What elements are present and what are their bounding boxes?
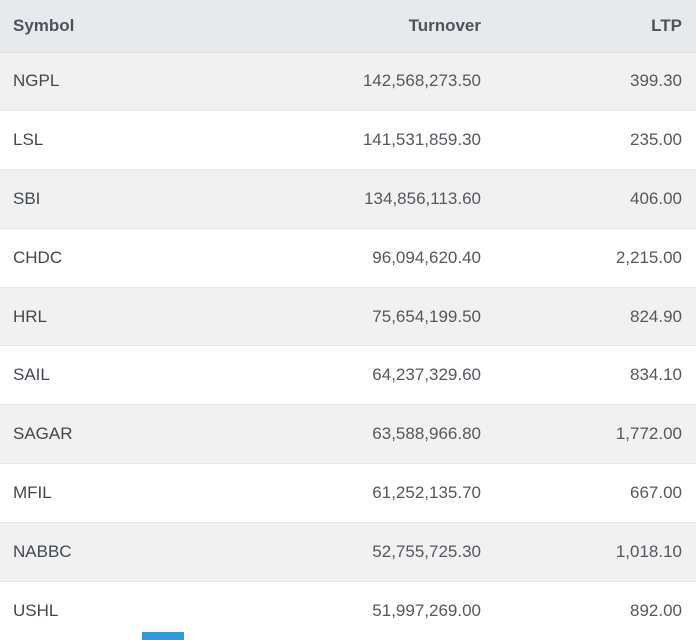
turnover-cell: 142,568,273.50 <box>226 52 495 111</box>
turnover-cell: 134,856,113.60 <box>226 169 495 229</box>
table-row: USHL 51,997,269.00 892.00 <box>0 580 696 640</box>
turnover-cell: 63,588,966.80 <box>226 404 495 464</box>
symbol-cell: LSL <box>0 110 226 170</box>
table-header-row: Symbol Turnover LTP <box>0 0 696 53</box>
ltp-cell: 235.00 <box>495 110 696 170</box>
symbol-cell: NABBC <box>0 521 226 582</box>
symbol-cell: SAIL <box>0 345 226 405</box>
symbol-cell: SAGAR <box>0 404 226 464</box>
symbol-cell: HRL <box>0 286 226 346</box>
symbol-cell: CHDC <box>0 227 226 288</box>
symbol-cell: NGPL <box>0 52 226 111</box>
table-row: NABBC 52,755,725.30 1,018.10 <box>0 521 696 582</box>
table-row: CHDC 96,094,620.40 2,215.00 <box>0 227 696 288</box>
symbol-cell: USHL <box>0 580 226 640</box>
table-row: SAGAR 63,588,966.80 1,772.00 <box>0 404 696 464</box>
turnover-cell: 51,997,269.00 <box>226 580 495 640</box>
table-body: NGPL 142,568,273.50 399.30 LSL 141,531,859.3… <box>0 52 696 640</box>
table-row: MFIL 61,252,135.70 667.00 <box>0 463 696 523</box>
ltp-cell: 1,772.00 <box>495 404 696 464</box>
ltp-cell: 2,215.00 <box>495 227 696 288</box>
pagination-active-page-button[interactable] <box>142 632 184 640</box>
table-row: LSL 141,531,859.30 235.00 <box>0 110 696 170</box>
turnover-cell: 96,094,620.40 <box>226 227 495 288</box>
table-row: SBI 134,856,113.60 406.00 <box>0 169 696 229</box>
ltp-cell: 1,018.10 <box>495 521 696 582</box>
symbol-cell: SBI <box>0 169 226 229</box>
table-row: NGPL 142,568,273.50 399.30 <box>0 52 696 111</box>
turnover-cell: 64,237,329.60 <box>226 345 495 405</box>
turnover-cell: 141,531,859.30 <box>226 110 495 170</box>
ltp-cell: 824.90 <box>495 286 696 346</box>
ltp-cell: 834.10 <box>495 345 696 405</box>
ltp-cell: 667.00 <box>495 463 696 523</box>
turnover-cell: 52,755,725.30 <box>226 521 495 582</box>
table-header: Symbol Turnover LTP <box>0 0 696 53</box>
column-header-ltp: LTP <box>495 0 696 53</box>
symbol-cell: MFIL <box>0 463 226 523</box>
column-header-symbol: Symbol <box>0 0 226 53</box>
table-row: SAIL 64,237,329.60 834.10 <box>0 345 696 405</box>
ltp-cell: 406.00 <box>495 169 696 229</box>
column-header-turnover: Turnover <box>226 0 495 53</box>
turnover-cell: 61,252,135.70 <box>226 463 495 523</box>
ltp-cell: 399.30 <box>495 52 696 111</box>
ltp-cell: 892.00 <box>495 580 696 640</box>
table-row: HRL 75,654,199.50 824.90 <box>0 286 696 346</box>
turnover-cell: 75,654,199.50 <box>226 286 495 346</box>
